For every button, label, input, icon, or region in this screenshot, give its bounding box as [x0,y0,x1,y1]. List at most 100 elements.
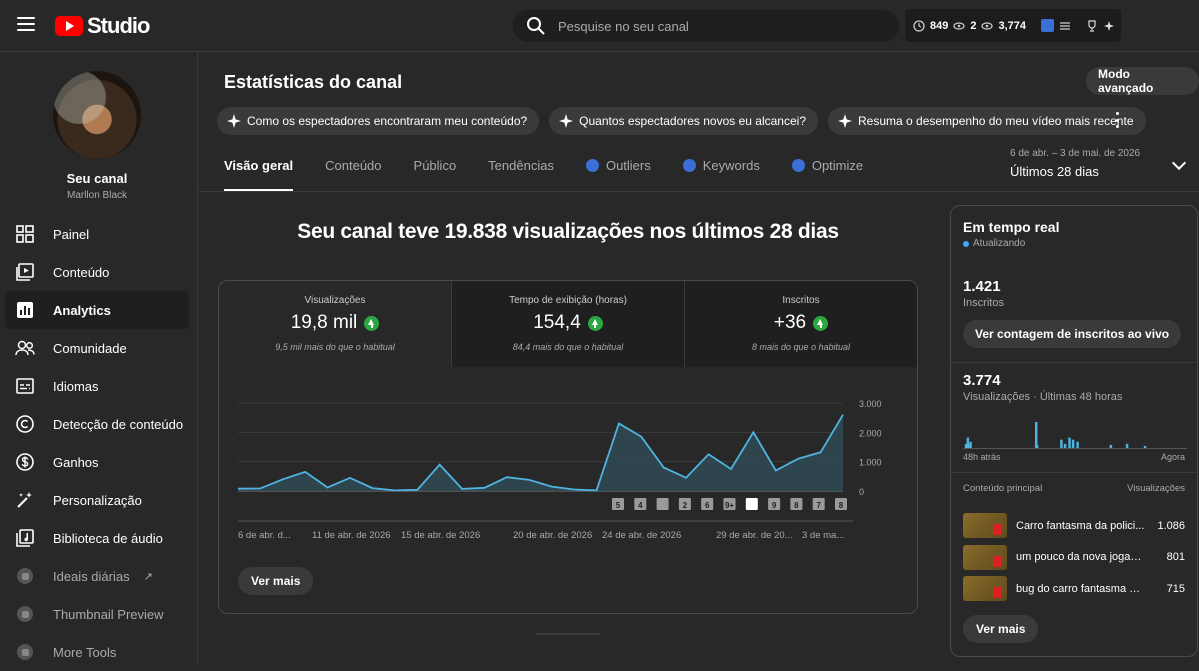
realtime-bar [1125,443,1129,448]
dashboard-icon [15,224,35,244]
list-item[interactable]: bug do carro fantasma da ... 715 [963,573,1185,605]
top-content-list: Carro fantasma da polici... 1.086 um pou… [963,510,1185,605]
views-chart[interactable]: 3.000 2.000 1.000 0 5 4 2 6 9+ 9 8 7 8 6 de abr. d...… [219,367,917,557]
x-tick-label: 20 de abr. de 2026 [513,530,592,541]
tab-label: Outliers [605,158,651,173]
divider [951,472,1197,473]
sidebar-item-deteccao[interactable]: Detecção de conteúdo [5,405,189,443]
chip-label: Quantos espectadores novos eu alcancei? [579,114,806,128]
upload-marker-label: 4 [638,501,643,510]
sidebar-item-thumbnail-preview[interactable]: Thumbnail Preview [5,595,189,633]
list-item[interactable]: um pouco da nova jogabili... 801 [963,542,1185,574]
metric-watch-time[interactable]: Tempo de exibição (horas) 154,4 84,4 mai… [452,281,685,367]
sidebar-item-personalizacao[interactable]: Personalização [5,481,189,519]
sidebar-item-idiomas[interactable]: Idiomas [5,367,189,405]
see-more-button[interactable]: Ver mais [238,567,314,595]
advanced-mode-button[interactable]: Modo avançado [1086,67,1199,95]
menu-icon[interactable] [17,17,35,31]
upload-marker-label: 8 [839,501,844,510]
chevron-down-icon[interactable] [1171,155,1187,171]
sidebar-nav: Painel Conteúdo Analytics Comunidade Idi… [5,215,189,671]
video-title: bug do carro fantasma da ... [1016,582,1145,595]
date-range-picker[interactable]: 6 de abr. – 3 de mai. de 2026 Últimos 28… [1010,148,1140,179]
top-bar: Studio 849 2 3,774 [0,0,1199,52]
vidiq-icon[interactable] [1041,19,1055,32]
upload-marker-label: 6 [705,501,710,510]
more-options-icon[interactable] [1112,112,1122,128]
sidebar-item-biblioteca-audio[interactable]: Biblioteca de áudio [5,519,189,557]
vidiq-icon [791,159,805,172]
stat-1: 849 [930,19,949,32]
analytics-tabs: Visão geral Conteúdo Público Tendências … [224,158,895,191]
x-tick-label: 15 de abr. de 2026 [401,530,480,541]
suggestion-chip[interactable]: Resuma o desempenho do meu vídeo mais re… [828,107,1146,135]
arrow-up-icon [813,315,829,331]
realtime-bar [967,444,970,448]
metric-label: Inscritos [782,295,820,306]
tab-keywords[interactable]: Keywords [682,158,760,191]
stat-2: 2 [970,19,977,32]
live-subscriber-count-button[interactable]: Ver contagem de inscritos ao vivo [963,320,1182,348]
search-input[interactable] [558,18,858,34]
y-tick-label: 1.000 [859,458,882,468]
realtime-bar [1063,443,1067,448]
trophy-icon[interactable] [1086,19,1098,32]
tab-publico[interactable]: Público [414,158,457,191]
search-bar[interactable] [513,10,899,42]
suggestion-chip[interactable]: Como os espectadores encontraram meu con… [217,107,540,135]
sidebar-item-painel[interactable]: Painel [5,215,189,253]
upload-marker-label: 8 [794,501,799,510]
channel-avatar[interactable] [53,71,141,159]
tab-label: Visão geral [224,158,294,173]
axis-start-label: 48h atrás [963,452,1001,462]
sidebar-item-ideais-diarias[interactable]: Ideais diárias ↗ [5,557,189,595]
vidiq-stats-pill[interactable]: 849 2 3,774 [905,9,1121,42]
realtime-see-more-button[interactable]: Ver mais [963,615,1039,643]
video-thumbnail [963,513,1007,539]
x-tick-label: 24 de abr. de 2026 [602,530,681,541]
sidebar-item-label: Ideais diárias [53,568,130,584]
metric-label: Visualizações [304,295,366,306]
sidebar-item-label: Comunidade [53,340,127,356]
axis-end-label: Agora [1160,452,1185,462]
metric-views[interactable]: Visualizações 19,8 mil 9,5 mil mais do q… [219,281,452,367]
x-tick-label: 3 de ma... [802,530,844,541]
sidebar-item-label: Analytics [53,302,111,318]
x-tick-label: 29 de abr. de 20... [716,530,793,541]
realtime-views: 3.774 [963,372,1001,389]
list-icon[interactable] [1059,20,1071,32]
realtime-axis: 48h atrás Agora [963,452,1185,462]
tab-conteudo[interactable]: Conteúdo [325,158,381,191]
external-link-icon: ↗ [143,570,153,583]
suggestion-chip[interactable]: Quantos espectadores novos eu alcancei? [549,107,818,135]
sidebar-item-comunidade[interactable]: Comunidade [5,329,189,367]
tab-visao-geral[interactable]: Visão geral [224,158,294,191]
upload-marker-label: 2 [683,501,688,510]
realtime-subscribers: 1.421 [963,278,1001,295]
metric-subscribers[interactable]: Inscritos +36 8 mais do que o habitual [685,281,917,367]
sparkle-icon[interactable] [1103,20,1115,32]
sidebar-item-analytics[interactable]: Analytics [5,291,189,329]
upload-marker [812,498,825,510]
list-item[interactable]: Carro fantasma da polici... 1.086 [963,510,1185,542]
realtime-bar-chart[interactable] [963,418,1189,450]
tab-label: Público [413,158,457,173]
realtime-panel: Em tempo real Atualizando 1.421 Inscrito… [950,205,1198,657]
upload-marker [768,498,781,510]
studio-logo[interactable]: Studio [55,13,150,39]
sparkle-icon [559,114,574,128]
page-title: Estatísticas do canal [224,72,403,92]
tab-outliers[interactable]: Outliers [585,158,651,191]
vidiq-icon [585,159,599,172]
divider [951,362,1197,363]
sidebar-item-conteudo[interactable]: Conteúdo [5,253,189,291]
upload-marker-label: 9 [772,501,777,510]
tab-tendencias[interactable]: Tendências [488,158,554,191]
metric-value: 19,8 mil [290,312,358,333]
sidebar-item-ganhos[interactable]: Ganhos [5,443,189,481]
vidiq-icon [15,642,35,662]
video-title: um pouco da nova jogabili... [1016,551,1145,564]
tab-optimize[interactable]: Optimize [791,158,863,191]
sidebar-item-more-tools[interactable]: More Tools [5,633,189,671]
metric-comparison: 8 mais do que o habitual [751,342,851,352]
